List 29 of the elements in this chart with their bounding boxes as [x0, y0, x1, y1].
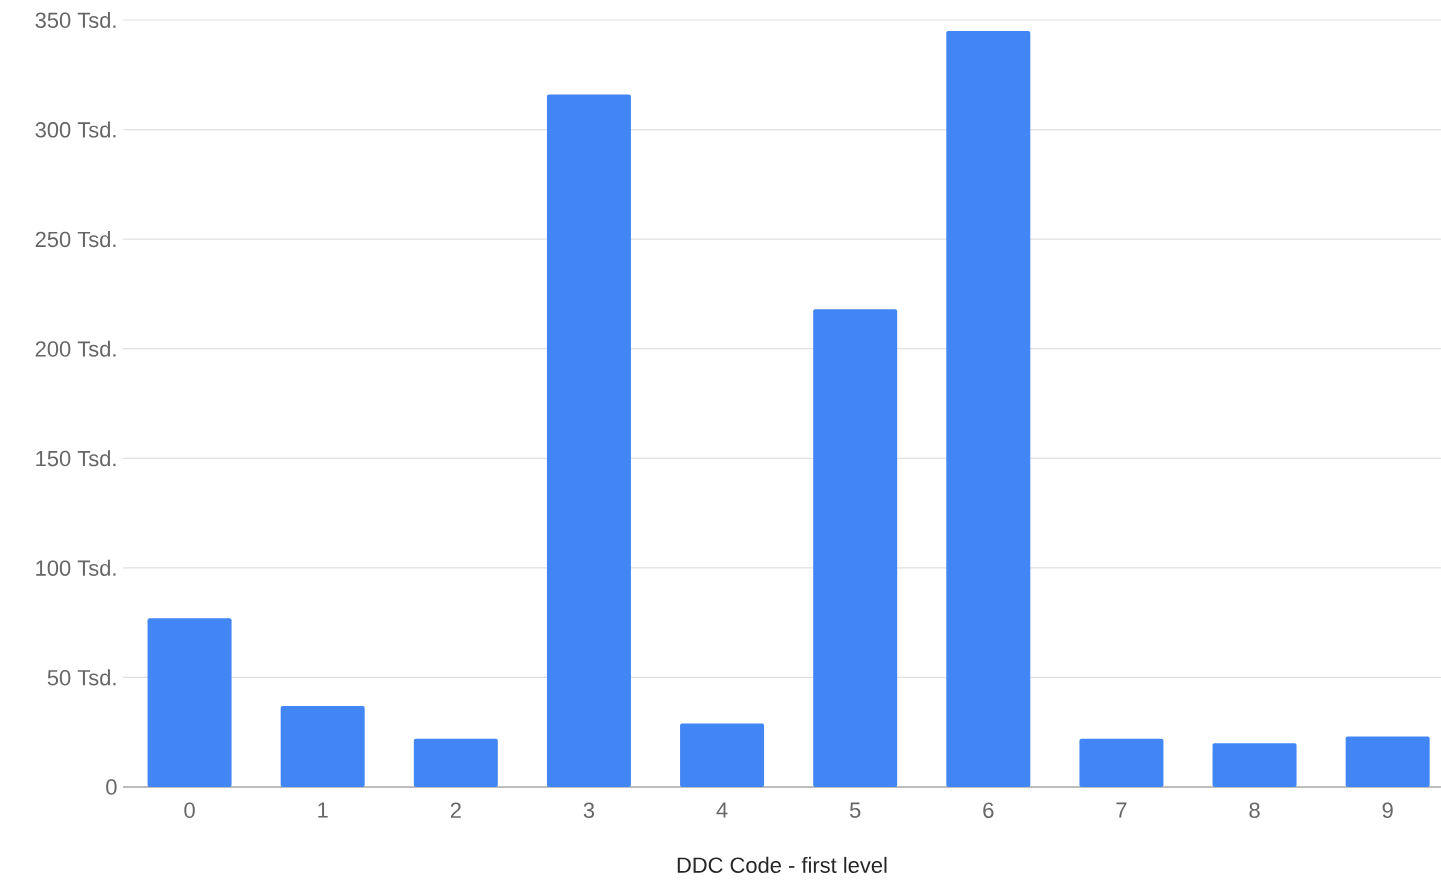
bar	[680, 723, 765, 787]
bar	[1212, 743, 1297, 787]
x-axis-title: DDC Code - first level	[677, 856, 887, 873]
x-tick-label: 8	[1249, 802, 1260, 819]
y-tick-label: 150 Tsd.	[36, 450, 116, 467]
x-tick-label: 2	[450, 802, 461, 818]
x-tick-label: 7	[1116, 802, 1127, 818]
y-tick-label: 350 Tsd.	[35, 11, 116, 29]
x-tick-label: 4	[716, 802, 728, 818]
bar	[946, 30, 1031, 787]
bar	[1079, 738, 1164, 787]
y-tick-label: 0	[106, 779, 117, 795]
x-tick-label: 0	[184, 802, 195, 819]
y-tick-label: 250 Tsd.	[35, 231, 116, 248]
bar	[147, 618, 232, 787]
y-tick-label: 300 Tsd.	[35, 121, 116, 138]
x-tick-label: 3	[583, 802, 595, 819]
x-tick-label: 9	[1382, 802, 1393, 819]
bar	[280, 705, 365, 787]
bar	[1345, 736, 1430, 787]
y-tick-label: 50 Tsd.	[47, 669, 116, 686]
y-tick-label: 200 Tsd.	[35, 340, 116, 357]
bar	[546, 94, 631, 787]
bar	[413, 738, 498, 787]
bar	[813, 309, 898, 787]
x-tick-label: 1	[318, 802, 328, 818]
x-tick-label: 5	[849, 802, 861, 818]
x-tick-label: 6	[983, 802, 994, 819]
y-tick-label: 100 Tsd.	[36, 559, 116, 576]
